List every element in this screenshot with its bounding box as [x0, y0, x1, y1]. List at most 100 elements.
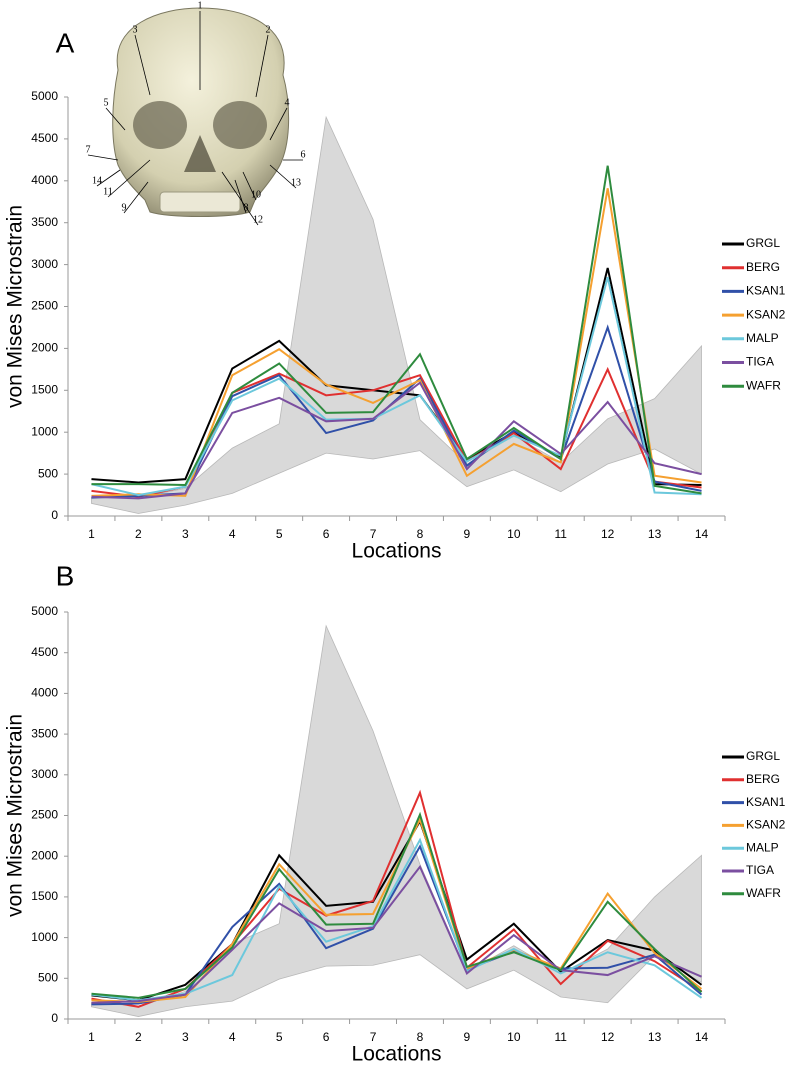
x-tick-label: 5	[276, 1030, 283, 1044]
legend-label: BERG	[746, 260, 780, 274]
x-tick-label: 13	[648, 527, 662, 541]
x-axis-label: Locations	[352, 540, 442, 563]
y-tick-label: 4000	[31, 686, 58, 700]
legend-label: WAFR	[746, 378, 781, 392]
y-tick-label: 3000	[31, 257, 58, 271]
y-tick-label: 0	[51, 1011, 58, 1025]
skull-label: 12	[253, 214, 263, 225]
orbit	[213, 101, 267, 149]
skull-label: 10	[251, 189, 261, 200]
y-tick-label: 1500	[31, 382, 58, 396]
y-axis-label: von Mises Microstrain	[4, 714, 27, 917]
series-line	[91, 864, 702, 1004]
y-tick-label: 5000	[31, 604, 58, 618]
leader-line	[96, 169, 121, 187]
x-tick-label: 10	[507, 1030, 521, 1044]
x-tick-label: 4	[229, 527, 236, 541]
skull-shape	[112, 7, 290, 217]
x-tick-label: 11	[555, 1030, 568, 1044]
skull-label: 14	[92, 175, 102, 186]
y-tick-label: 2500	[31, 299, 58, 313]
legend-label: GRGL	[746, 749, 780, 763]
x-tick-label: 6	[323, 527, 330, 541]
x-axis-label: Locations	[352, 1043, 442, 1066]
series-line	[91, 381, 702, 500]
legend-label: WAFR	[746, 886, 781, 900]
series-line	[91, 837, 703, 1002]
leader-line	[105, 107, 126, 131]
leader-line	[221, 171, 259, 226]
y-tick-label: 4000	[31, 173, 58, 187]
leader-line	[269, 107, 288, 141]
leader-line	[134, 34, 151, 96]
skull-label: 11	[103, 186, 113, 197]
y-tick-label: 2500	[31, 808, 58, 822]
nasal	[184, 135, 216, 172]
y-tick-label: 0	[51, 508, 58, 522]
skull-label: 3	[133, 24, 138, 35]
skull-label: 6	[301, 149, 306, 160]
series-line	[91, 267, 702, 486]
y-tick-label: 4500	[31, 645, 58, 659]
series-line	[91, 276, 702, 497]
panel-letter: A	[56, 27, 75, 58]
legend-label: KSAN2	[746, 307, 786, 321]
legend-label: KSAN1	[746, 284, 786, 298]
y-tick-label: 5000	[31, 89, 58, 103]
skull-label: 2	[266, 24, 271, 35]
y-tick-label: 3500	[31, 726, 58, 740]
x-tick-label: 7	[370, 527, 377, 541]
y-tick-label: 2000	[31, 848, 58, 862]
x-tick-label: 10	[507, 527, 521, 541]
leader-line	[234, 179, 247, 214]
y-tick-label: 2000	[31, 341, 58, 355]
x-tick-label: 3	[182, 1030, 189, 1044]
x-tick-label: 2	[135, 527, 142, 541]
x-tick-label: 14	[695, 1030, 709, 1044]
x-tick-label: 1	[88, 527, 95, 541]
legend-label: MALP	[746, 840, 779, 854]
series-line	[91, 811, 703, 999]
panel-letter: B	[56, 560, 75, 591]
skull-label: 9	[122, 202, 127, 213]
y-tick-label: 3500	[31, 215, 58, 229]
series-line	[91, 165, 702, 495]
x-tick-label: 3	[182, 527, 189, 541]
skull-label: 1	[198, 0, 203, 11]
x-tick-label: 6	[323, 1030, 330, 1044]
x-tick-label: 4	[229, 1030, 236, 1044]
x-tick-label: 13	[648, 1030, 662, 1044]
series-line	[91, 188, 702, 497]
x-tick-label: 8	[417, 527, 424, 541]
legend-label: KSAN2	[746, 818, 786, 832]
x-tick-label: 14	[695, 527, 709, 541]
orbit	[133, 101, 187, 149]
y-tick-label: 4500	[31, 131, 58, 145]
x-tick-label: 12	[601, 527, 615, 541]
y-tick-label: 500	[38, 466, 58, 480]
y-tick-label: 3000	[31, 767, 58, 781]
y-tick-label: 1000	[31, 424, 58, 438]
x-tick-label: 11	[555, 527, 568, 541]
skull-label: 13	[291, 177, 301, 188]
leader-line	[242, 171, 257, 201]
legend-label: KSAN1	[746, 795, 786, 809]
leader-line	[107, 159, 151, 198]
leader-line	[87, 154, 119, 161]
y-tick-label: 1000	[31, 930, 58, 944]
y-tick-label: 1500	[31, 889, 58, 903]
x-tick-label: 8	[417, 1030, 424, 1044]
y-axis-label: von Mises Microstrain	[4, 205, 27, 408]
leader-line	[255, 34, 269, 98]
range-band	[91, 115, 702, 514]
x-tick-label: 9	[464, 527, 471, 541]
legend-label: MALP	[746, 331, 779, 345]
y-tick-label: 500	[38, 970, 58, 984]
x-tick-label: 2	[135, 1030, 142, 1044]
leader-line	[269, 164, 297, 189]
series-line	[91, 818, 703, 1002]
leader-line	[123, 181, 149, 214]
legend-label: TIGA	[746, 863, 774, 877]
